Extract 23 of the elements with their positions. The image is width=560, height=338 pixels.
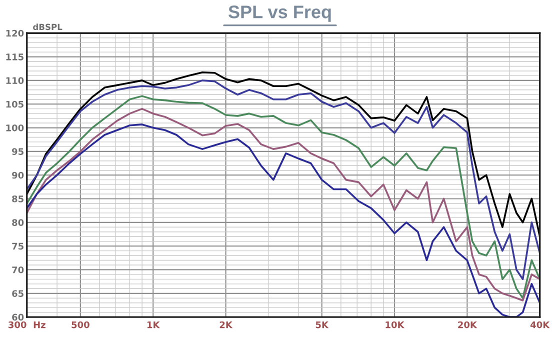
y-axis-title: dBSPL bbox=[33, 24, 62, 30]
x-tick-label: 1K bbox=[147, 321, 160, 328]
x-tick-label: 300 Hz bbox=[8, 321, 46, 328]
y-tick-label: 115 bbox=[6, 54, 24, 60]
x-tick-label: 40K bbox=[530, 321, 550, 328]
y-tick-label: 95 bbox=[12, 148, 24, 155]
y-tick-label: 75 bbox=[12, 242, 24, 250]
y-tick-label: 90 bbox=[12, 172, 24, 179]
y-tick-label: 100 bbox=[6, 124, 24, 132]
y-tick-label: 70 bbox=[12, 266, 24, 274]
x-tick-label: 10K bbox=[386, 321, 405, 328]
y-tick-label: 120 bbox=[6, 30, 24, 37]
x-tick-label: 20K bbox=[458, 321, 478, 328]
y-tick-label: 65 bbox=[12, 290, 24, 297]
y-tick-label: 80 bbox=[12, 219, 24, 226]
x-tick-label: 5K bbox=[316, 321, 329, 328]
chart-title: SPL vs Freq bbox=[228, 6, 331, 22]
y-tick-label: 110 bbox=[6, 77, 24, 84]
y-tick-label: 60 bbox=[12, 314, 24, 321]
x-tick-label: 2K bbox=[220, 321, 233, 328]
y-tick-label: 85 bbox=[12, 195, 24, 202]
y-tick-label: 105 bbox=[6, 100, 24, 108]
x-tick-label: 500 bbox=[72, 321, 90, 328]
